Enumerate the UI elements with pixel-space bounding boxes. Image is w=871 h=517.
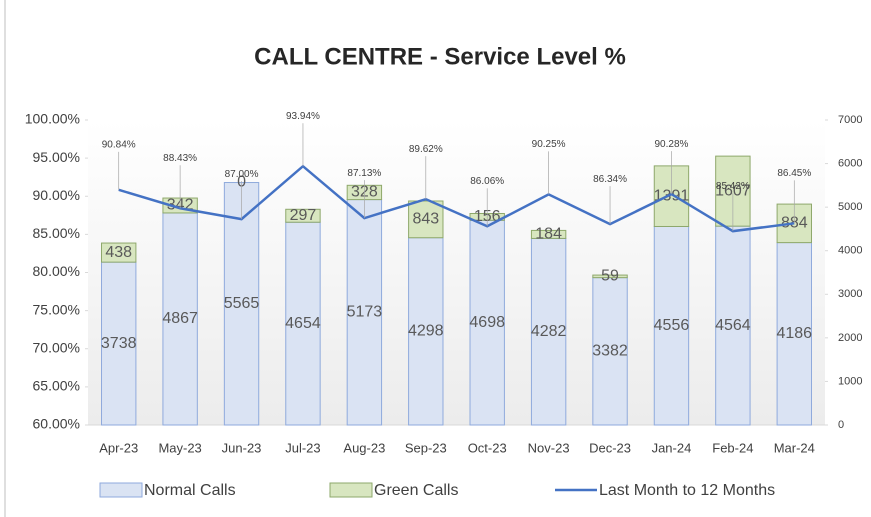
bar-segment (346, 199, 383, 426)
data-label: 4282 (531, 323, 567, 340)
data-label: 184 (535, 226, 562, 243)
y-tick-label: 80.00% (33, 263, 80, 279)
x-tick-label: Sep-23 (405, 440, 447, 455)
line-label: 87.00% (225, 169, 259, 180)
y2-tick-label: 3000 (838, 288, 862, 300)
line-label: 90.28% (654, 139, 688, 150)
bar-segment (530, 229, 567, 239)
bar-segment (653, 225, 690, 426)
legend-label: Green Calls (374, 482, 458, 499)
line-label: 86.34% (593, 174, 627, 185)
x-tick-label: Jul-23 (285, 440, 320, 455)
bar-segment (162, 212, 198, 426)
data-label: 843 (412, 211, 439, 228)
x-tick-label: Oct-23 (468, 440, 507, 455)
data-label: 438 (105, 244, 132, 261)
bar-segment (469, 219, 505, 426)
line-label: 90.25% (532, 139, 566, 150)
x-tick-label: Feb-24 (712, 440, 753, 455)
line-label: 93.94% (286, 111, 320, 122)
y2-tick-label: 5000 (838, 201, 862, 213)
y2-tick-label: 2000 (838, 332, 862, 344)
x-tick-label: Apr-23 (99, 440, 138, 455)
bar-segment (285, 221, 321, 426)
data-label: 5173 (347, 304, 383, 321)
line-label: 86.45% (777, 168, 811, 179)
data-label: 4654 (285, 315, 321, 332)
y2-tick-label: 7000 (838, 114, 862, 126)
line-label: 90.84% (102, 139, 136, 150)
x-tick-label: Dec-23 (589, 440, 631, 455)
bar-segment (408, 200, 444, 239)
data-label: 4556 (654, 317, 690, 334)
y-tick-label: 65.00% (33, 378, 80, 394)
y-tick-label: 90.00% (33, 187, 80, 203)
legend-swatch (329, 482, 373, 498)
bar-segment (285, 208, 321, 223)
y2-tick-label: 1000 (838, 375, 862, 387)
y2-tick-label: 0 (838, 419, 844, 431)
bar-segment (408, 237, 444, 426)
line-label: 89.62% (409, 144, 443, 155)
x-tick-label: Jun-23 (222, 440, 262, 455)
legend-label: Last Month to 12 Months (599, 482, 775, 499)
legend-swatch (99, 482, 143, 498)
data-label: 59 (601, 268, 619, 285)
y-tick-label: 75.00% (33, 301, 80, 317)
x-tick-label: Mar-24 (774, 440, 815, 455)
bar-segment (715, 225, 751, 426)
data-label: 4867 (162, 310, 198, 327)
y-tick-label: 60.00% (33, 416, 80, 432)
y2-tick-label: 4000 (838, 245, 862, 257)
legend-label: Normal Calls (144, 482, 236, 499)
data-label: 4298 (408, 323, 444, 340)
bar-segment (592, 274, 628, 279)
data-label: 3738 (101, 335, 137, 352)
line-label: 87.13% (347, 168, 381, 179)
bar-segment (223, 182, 260, 426)
y-tick-label: 100.00% (25, 111, 80, 127)
plot-area (88, 120, 825, 425)
x-tick-label: Aug-23 (343, 440, 385, 455)
data-label: 297 (290, 207, 317, 224)
x-tick-label: May-23 (158, 440, 201, 455)
data-label: 5565 (224, 295, 260, 312)
y2-tick-label: 6000 (838, 157, 862, 169)
line (118, 164, 795, 233)
y-tick-label: 70.00% (33, 339, 80, 355)
data-label: 4564 (715, 317, 751, 334)
data-label: 1607 (715, 182, 751, 199)
bar-segment (101, 242, 137, 263)
y-tick-label: 85.00% (33, 225, 80, 241)
y-tick-label: 95.00% (33, 149, 80, 165)
line-label: 88.43% (163, 153, 197, 164)
bar-segment (776, 242, 812, 426)
data-label: 4698 (469, 314, 505, 331)
line-label: 86.06% (470, 176, 504, 187)
bar-segment (530, 237, 567, 426)
data-label: 4186 (776, 325, 812, 342)
chart-title: CALL CENTRE - Service Level % (254, 43, 626, 70)
x-tick-label: Jan-24 (652, 440, 692, 455)
x-tick-label: Nov-23 (528, 440, 570, 455)
line-label: 85.42% (716, 181, 750, 192)
data-label: 3382 (592, 343, 628, 360)
